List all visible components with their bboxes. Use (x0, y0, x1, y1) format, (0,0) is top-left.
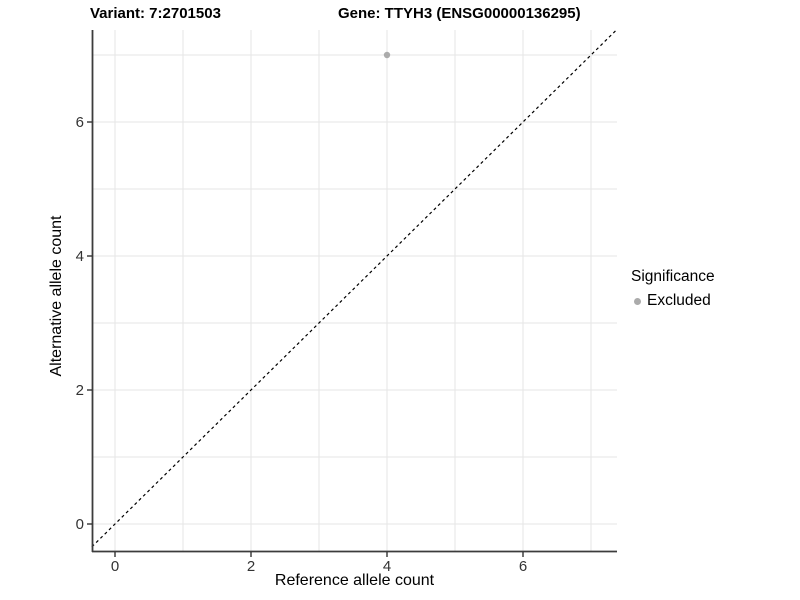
x-tick-label: 0 (111, 558, 119, 575)
legend: Significance Excluded (631, 268, 715, 310)
legend-item-label: Excluded (647, 292, 711, 309)
x-tick-label: 6 (519, 558, 527, 575)
legend-item: Excluded (634, 292, 715, 310)
x-tick-label: 2 (247, 558, 255, 575)
y-tick-label: 0 (76, 516, 84, 533)
y-axis-title: Alternative allele count (48, 215, 65, 377)
plot-title-gene: Gene: TTYH3 (ENSG00000136295) (338, 5, 581, 22)
x-axis-title: Reference allele count (274, 572, 435, 589)
y-tick-label: 4 (76, 248, 84, 265)
legend-title: Significance (631, 268, 715, 285)
plot-title-variant: Variant: 7:2701503 (90, 5, 221, 22)
legend-point-icon (634, 297, 641, 305)
identity-reference-line (91, 29, 617, 548)
y-tick-label: 6 (76, 114, 84, 131)
x-tick-label: 4 (383, 558, 391, 575)
data-point (383, 51, 391, 59)
y-tick-label: 2 (76, 382, 84, 399)
